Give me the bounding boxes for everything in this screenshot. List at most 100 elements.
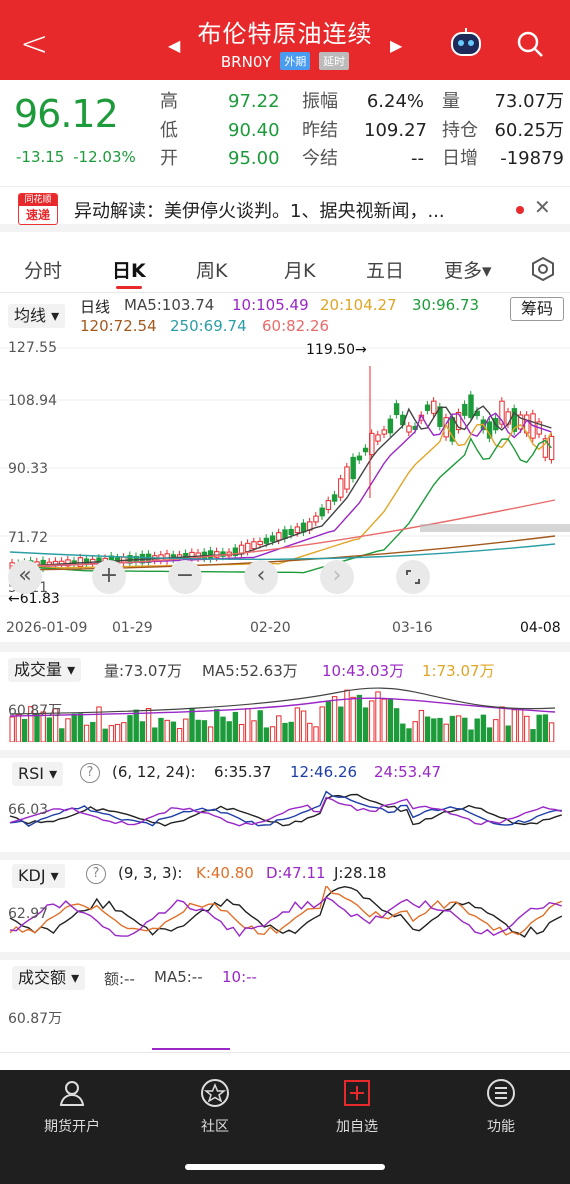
volume-bar [387, 698, 394, 742]
amount-ma-line [152, 1048, 230, 1050]
candle-body [542, 438, 549, 458]
volume-bar [493, 719, 499, 742]
candle-body [344, 466, 350, 490]
volume-bar [114, 723, 121, 742]
rsi-params: (6, 12, 24): [112, 763, 196, 781]
news-banner[interactable]: 同花顺 速递 异动解读：美伊停火谈判。1、据央视新闻，... ✕ [0, 186, 570, 232]
menu-icon [487, 1079, 515, 1107]
star-icon [201, 1079, 229, 1107]
nav-add-watchlist[interactable]: 加自选 [307, 1078, 407, 1136]
ma60-line [9, 499, 556, 567]
candle-body [269, 535, 276, 542]
scroll-left-fast-icon[interactable]: « [8, 560, 42, 594]
y-axis-label-4: 71.72 [8, 530, 49, 546]
ma250-line [9, 543, 556, 561]
news-logo-bottom: 速递 [25, 208, 50, 222]
tab-daily-k[interactable]: 日K [112, 260, 146, 282]
candle-body [517, 414, 524, 430]
volume-bar [282, 722, 288, 742]
candle-body [393, 403, 400, 416]
period-tabs: 分时 日K 周K 月K 五日 更多▾ [0, 244, 570, 292]
robot-assistant-icon[interactable] [448, 27, 484, 59]
active-tab-indicator [116, 286, 142, 289]
scroll-left-icon[interactable]: ‹ [244, 560, 278, 594]
open-interest-label: 持仓 [442, 119, 478, 141]
volume-ma10-legend: 10:43.03万 [322, 662, 405, 680]
volume-bar [90, 721, 96, 742]
scroll-right-icon[interactable]: › [320, 560, 354, 594]
tab-monthly-k[interactable]: 月K [284, 260, 316, 282]
candle-body [387, 418, 394, 434]
candle-body [313, 515, 319, 523]
divider [0, 952, 570, 960]
volume-bar [530, 729, 536, 742]
news-text[interactable]: 异动解读：美伊停火谈判。1、据央视新闻，... [74, 201, 445, 222]
candle-body [499, 400, 505, 425]
chip-distribution-button[interactable]: 筹码 [510, 297, 564, 321]
kdj-k-line [9, 886, 563, 936]
volume-bar [152, 727, 158, 742]
plus-icon [344, 1080, 370, 1106]
nav-community[interactable]: 社区 [165, 1078, 265, 1136]
volume-bar [344, 689, 350, 742]
tab-more[interactable]: 更多▾ [444, 260, 492, 282]
candle-body [325, 500, 332, 510]
ma-dropdown[interactable]: 均线 ▾ [8, 304, 66, 328]
fullscreen-icon[interactable] [396, 560, 430, 594]
y-axis-label-1: 127.55 [8, 340, 57, 356]
y-axis-label-2: 108.94 [8, 393, 57, 409]
divider [0, 1052, 570, 1053]
volume-dropdown[interactable]: 成交量 ▾ [8, 658, 82, 682]
search-icon[interactable] [516, 30, 544, 58]
candle-body [356, 455, 363, 461]
rsi24-legend: 24:53.47 [374, 763, 442, 781]
volume-bar [220, 716, 226, 742]
candle-body [263, 537, 270, 544]
kdj-chart[interactable] [0, 886, 570, 950]
nav-label: 加自选 [336, 1119, 378, 1135]
ma60-legend: 60:82.26 [262, 317, 330, 335]
kdj-help-icon[interactable]: ? [86, 864, 106, 884]
rsi-chart[interactable] [0, 784, 570, 848]
settings-hex-icon[interactable] [530, 256, 556, 282]
open-interest-value: 60.25万 [494, 119, 564, 141]
volume-bar [505, 725, 511, 742]
zoom-in-icon[interactable]: + [92, 560, 126, 594]
kline-chart[interactable] [0, 338, 570, 618]
candle-body [245, 542, 251, 552]
rsi-help-icon[interactable]: ? [80, 763, 100, 783]
nav-functions[interactable]: 功能 [451, 1078, 551, 1136]
volume-bar [164, 719, 170, 742]
candle-body [319, 507, 325, 517]
volume-bar [431, 718, 437, 742]
volume-bar [393, 708, 400, 742]
divider [0, 642, 570, 652]
candle-body [455, 412, 462, 431]
next-contract-icon[interactable]: ▶ [390, 36, 403, 55]
volume-bar [269, 726, 276, 742]
close-news-icon[interactable]: ✕ [534, 195, 551, 219]
rsi-axis-label: 66.03 [8, 802, 49, 818]
divider [0, 750, 570, 758]
candle-body [511, 408, 518, 432]
tab-timeshare[interactable]: 分时 [24, 260, 63, 282]
tab-five-day[interactable]: 五日 [366, 260, 405, 282]
prev-contract-icon[interactable]: ◀ [168, 36, 181, 55]
kdj-dropdown[interactable]: KDJ ▾ [12, 864, 65, 888]
volume-chart[interactable] [0, 684, 570, 742]
candle-body [362, 447, 369, 453]
back-button[interactable]: < [20, 24, 49, 64]
rsi12-legend: 12:46.26 [290, 763, 358, 781]
quote-labels-col2: 振幅 昨结 今结 [302, 88, 338, 174]
amplitude-label: 振幅 [302, 91, 338, 112]
home-indicator [185, 1164, 385, 1170]
price-change: -13.15 -12.03% [16, 148, 136, 166]
rsi-dropdown[interactable]: RSI ▾ [12, 762, 64, 786]
nav-label: 期货开户 [44, 1119, 100, 1135]
nav-open-account[interactable]: 期货开户 [22, 1078, 122, 1136]
open-value: 95.00 [228, 148, 280, 169]
zoom-out-icon[interactable]: − [168, 560, 202, 594]
amount-dropdown[interactable]: 成交额 ▾ [12, 966, 86, 990]
y-axis-label-3: 90.33 [8, 461, 49, 477]
tab-weekly-k[interactable]: 周K [196, 260, 228, 282]
